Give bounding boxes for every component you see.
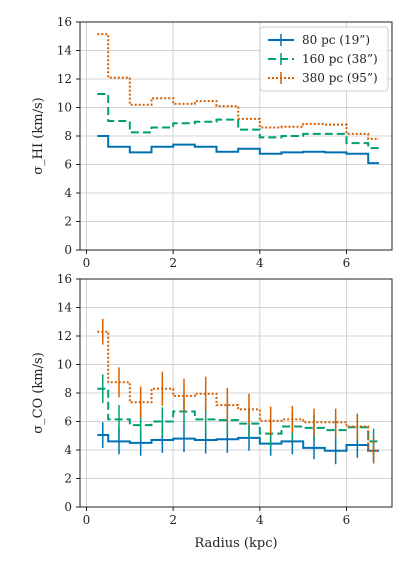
x-tick-label: 6 bbox=[343, 256, 351, 270]
legend-label: 380 pc (95”) bbox=[302, 71, 378, 85]
y-tick-label: 4 bbox=[64, 186, 72, 200]
y-tick-label: 10 bbox=[57, 358, 72, 372]
y-tick-label: 14 bbox=[57, 44, 73, 58]
y-tick-label: 0 bbox=[64, 243, 72, 257]
legend-label: 160 pc (38”) bbox=[302, 52, 378, 66]
legend-box bbox=[259, 26, 389, 92]
y-tick-label: 8 bbox=[64, 129, 72, 143]
y-tick-label: 8 bbox=[64, 386, 72, 400]
x-axis-label: Radius (kpc) bbox=[194, 536, 277, 551]
y-tick-label: 16 bbox=[57, 272, 72, 286]
y-axis-label: σ_CO (km/s) bbox=[31, 352, 46, 434]
y-tick-label: 12 bbox=[57, 329, 72, 343]
y-tick-label: 10 bbox=[57, 101, 72, 115]
panel-hi-dispersion: 0 2 4 6 8 10 12 14 16 0 2 4 6 σ_HI (km/s) 80 pc (19”) 1… bbox=[31, 15, 393, 270]
series-line-0 bbox=[97, 434, 379, 452]
y-tick-label: 2 bbox=[64, 472, 72, 486]
y-axis-label: σ_HI (km/s) bbox=[31, 97, 46, 174]
panel-co-dispersion: 0 2 4 6 8 10 12 14 16 0 2 4 6 σ_CO (km/s) Radius (kpc) bbox=[31, 272, 393, 551]
x-tick-label: 0 bbox=[83, 513, 91, 527]
y-tick-label: 14 bbox=[57, 301, 73, 315]
series-line-2 bbox=[97, 330, 379, 452]
x-tick-label: 4 bbox=[256, 513, 264, 527]
x-tick-label: 0 bbox=[83, 256, 91, 270]
y-tick-label: 12 bbox=[57, 72, 72, 86]
x-tick-label: 2 bbox=[169, 513, 177, 527]
series-line-1 bbox=[97, 387, 379, 443]
x-tick-label: 6 bbox=[343, 513, 351, 527]
series-line-2 bbox=[97, 33, 379, 140]
y-tick-label: 6 bbox=[64, 415, 72, 429]
series-line-1 bbox=[97, 93, 379, 150]
x-tick-label: 2 bbox=[169, 256, 177, 270]
y-tick-label: 16 bbox=[57, 15, 72, 29]
y-tick-label: 4 bbox=[64, 443, 72, 457]
y-tick-label: 6 bbox=[64, 158, 72, 172]
legend-label: 80 pc (19”) bbox=[302, 33, 370, 47]
y-tick-label: 2 bbox=[64, 215, 72, 229]
series-line-0 bbox=[97, 135, 379, 165]
x-tick-label: 4 bbox=[256, 256, 264, 270]
y-tick-label: 0 bbox=[64, 500, 72, 514]
